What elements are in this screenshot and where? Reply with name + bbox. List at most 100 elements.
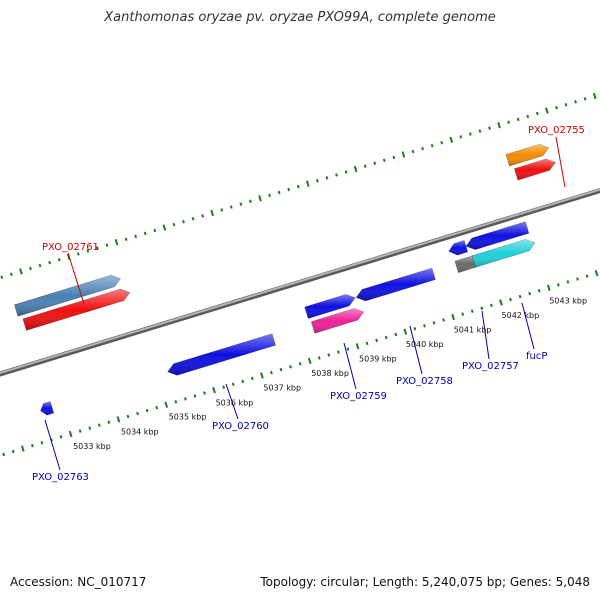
forward-tick <box>363 164 367 168</box>
backbone-highlight <box>0 188 600 375</box>
gene-features <box>14 143 556 416</box>
gene-arrow-shade <box>505 144 549 166</box>
reverse-tick <box>183 397 187 401</box>
forward-tick <box>249 199 252 203</box>
reverse-tick <box>164 401 169 408</box>
gene-arrow-shade <box>22 289 130 331</box>
label-leader <box>409 325 423 375</box>
reverse-tick <box>11 449 15 454</box>
forward-tick <box>488 126 491 130</box>
forward-tick <box>401 151 406 158</box>
forward-tick <box>277 190 281 195</box>
forward-tick <box>535 111 539 116</box>
forward-tick <box>172 222 176 227</box>
forward-tick <box>258 195 262 202</box>
forward-tick <box>105 243 109 247</box>
reverse-tick <box>20 445 25 452</box>
reverse-tick <box>432 321 436 325</box>
forward-tick <box>201 214 205 218</box>
reverse-tick <box>480 306 484 310</box>
gene-label: PXO_02761 <box>42 242 99 253</box>
forward-tick <box>229 205 233 209</box>
forward-tick <box>162 224 167 231</box>
gene-arrow-shade <box>167 333 276 376</box>
gene-arrow-shade <box>448 240 468 256</box>
forward-tick <box>459 135 463 139</box>
label-leader <box>67 252 85 305</box>
forward-tick <box>57 257 61 262</box>
reverse-tick <box>203 391 206 395</box>
gene-arrow-shade <box>514 159 556 181</box>
kbp-label: 5043 kbp <box>549 296 587 305</box>
reverse-tick <box>193 394 197 398</box>
reverse-tick <box>594 270 599 277</box>
forward-tick <box>440 141 444 145</box>
gene-arrow-shade <box>466 221 529 250</box>
kbp-label: 5040 kbp <box>406 340 444 349</box>
reverse-tick <box>174 400 178 404</box>
reverse-tick <box>50 438 53 442</box>
reverse-tick <box>451 313 455 321</box>
forward-tick <box>143 231 147 236</box>
reverse-tick <box>97 423 101 427</box>
reverse-tick <box>126 414 130 419</box>
reverse-tick <box>566 280 570 284</box>
reverse-tick <box>576 277 579 281</box>
reverse-tick <box>136 411 139 416</box>
forward-tick <box>96 246 99 250</box>
gene-label: PXO_02755 <box>528 125 585 136</box>
gene-arrow-shade <box>304 294 356 319</box>
reverse-tick <box>585 274 589 278</box>
reverse-tick <box>336 350 340 354</box>
reverse-tick <box>212 386 216 394</box>
forward-tick <box>0 275 4 279</box>
accession-text: Accession: NC_010717 <box>10 575 147 589</box>
reverse-tick <box>298 362 302 366</box>
forward-tick <box>449 136 454 143</box>
reverse-tick <box>279 367 283 372</box>
forward-tick <box>411 149 415 154</box>
forward-tick <box>478 129 482 133</box>
reverse-tick <box>546 284 551 291</box>
reverse-tick <box>413 326 417 331</box>
forward-tick <box>468 132 472 136</box>
forward-tick <box>325 176 329 180</box>
reverse-tick <box>155 405 159 410</box>
forward-tick <box>392 155 396 160</box>
gene-arrow-shade <box>14 275 121 317</box>
reverse-tick <box>509 297 512 302</box>
forward-tick <box>526 114 530 119</box>
reverse-tick <box>375 338 379 343</box>
forward-tick <box>421 146 424 151</box>
reverse-tick <box>30 443 34 448</box>
reverse-tick <box>442 318 445 322</box>
forward-tick <box>29 266 32 271</box>
reverse-tick <box>384 335 388 340</box>
kbp-label: 5034 kbp <box>121 427 159 436</box>
label-leader <box>555 136 566 188</box>
reverse-tick <box>394 332 398 337</box>
forward-tick <box>545 107 549 114</box>
gene-label: PXO_02758 <box>396 376 453 387</box>
reverse-tick <box>289 365 292 369</box>
forward-tick <box>210 209 215 217</box>
forward-tick <box>315 179 319 183</box>
kbp-labels: 5033 kbp 5034 kbp 5035 kbp 5036 kbp 5037 kbp… <box>73 296 587 451</box>
kbp-label: 5036 kbp <box>216 398 254 407</box>
gene-label: PXO_02760 <box>212 421 269 432</box>
gene-labels: PXO_02761 PXO_02760 PXO_02763 PXO_02759 PXO_… <box>32 125 585 483</box>
forward-tick <box>564 103 568 107</box>
forward-tick <box>344 170 348 174</box>
reverse-tick <box>40 441 44 445</box>
reverse-tick <box>270 370 273 375</box>
forward-tick <box>153 228 157 233</box>
reverse-tick <box>556 283 560 287</box>
forward-tick <box>191 217 195 221</box>
forward-tick <box>583 97 587 101</box>
kbp-label: 5039 kbp <box>359 354 397 363</box>
kbp-label: 5038 kbp <box>311 369 349 378</box>
reverse-tick <box>116 416 121 423</box>
ruler-ticks <box>0 92 599 457</box>
reverse-tick <box>528 291 532 296</box>
